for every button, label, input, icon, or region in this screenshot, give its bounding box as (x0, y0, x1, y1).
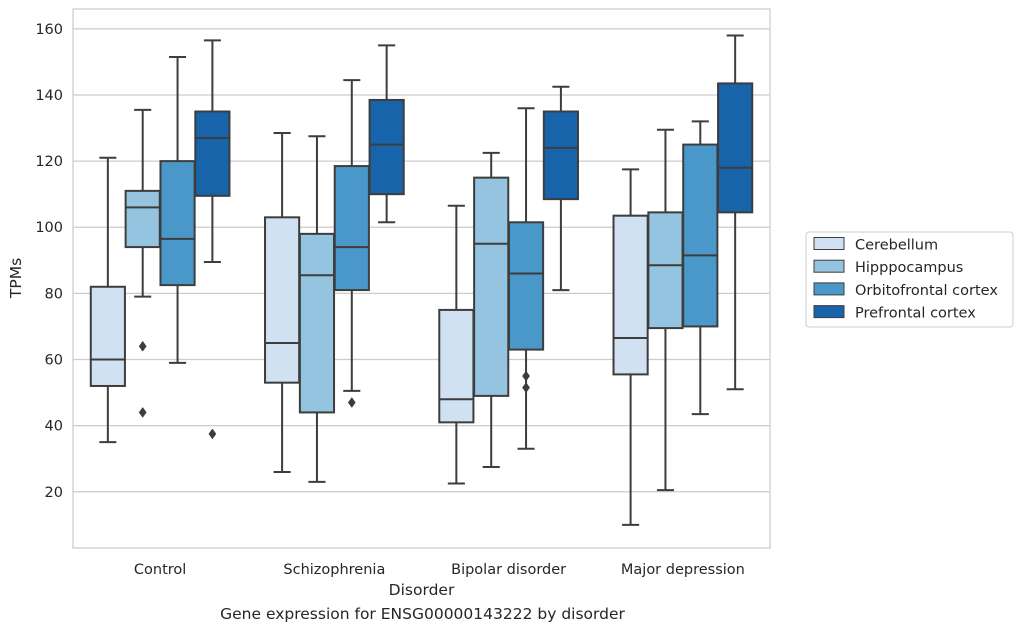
box-iqr (612, 214, 649, 376)
legend-swatch (813, 282, 845, 296)
x-tick-label: Bipolar disorder (451, 562, 566, 578)
y-tick-label: 120 (35, 154, 63, 170)
x-axis-label: Disorder (389, 581, 455, 599)
outlier-point (208, 428, 217, 440)
box-prefrontal-cortex-1 (368, 44, 405, 224)
legend-label: Hipppocampus (855, 260, 963, 276)
legend: Cerebellum Hipppocampus Orbitofrontal cort… (805, 231, 1014, 328)
box-cerebellum-0 (89, 156, 126, 444)
boxes (89, 34, 754, 526)
y-tick-label: 160 (35, 22, 63, 38)
y-axis-ticks: 20 40 60 80 100 120 140 160 (35, 22, 63, 501)
chart-caption: Gene expression for ENSG00000143222 by d… (220, 605, 625, 623)
box-hipppocampus-3 (647, 128, 684, 492)
x-tick-label: Major depression (621, 562, 745, 578)
x-axis-ticks: Control Schizophrenia Bipolar disorder Majo… (134, 562, 745, 578)
legend-swatch (813, 259, 845, 273)
outlier-point (138, 340, 147, 352)
outlier-point (522, 370, 530, 382)
y-tick-label: 140 (35, 88, 63, 104)
outlier-point (522, 382, 530, 394)
box-cerebellum-2 (438, 204, 475, 485)
box-iqr (368, 98, 405, 196)
x-tick-label: Schizophrenia (283, 562, 385, 578)
box-cerebellum-1 (264, 132, 301, 473)
box-iqr (333, 165, 370, 292)
plot-frame (72, 8, 771, 549)
legend-label: Prefrontal cortex (855, 306, 976, 322)
box-iqr (542, 110, 579, 201)
box-iqr (124, 189, 161, 249)
box-prefrontal-cortex-0 (194, 39, 231, 440)
legend-label: Orbitofrontal cortex (855, 283, 998, 299)
x-tick-label: Control (134, 562, 186, 578)
box-orbitofrontal-cortex-1 (333, 79, 370, 408)
box-iqr (682, 143, 719, 328)
legend-swatch (813, 237, 845, 250)
box-iqr (89, 285, 126, 387)
box-iqr (438, 308, 475, 424)
box-hipppocampus-0 (124, 108, 161, 418)
legend-label: Cerebellum (855, 238, 938, 254)
legend-swatch (813, 305, 845, 319)
box-prefrontal-cortex-3 (717, 34, 754, 391)
box-cerebellum-3 (612, 168, 649, 526)
y-tick-label: 40 (45, 419, 63, 435)
box-hipppocampus-2 (473, 151, 510, 468)
y-tick-label: 60 (45, 353, 63, 369)
box-iqr (159, 160, 196, 287)
box-iqr (264, 216, 301, 384)
outlier-point (347, 397, 356, 408)
box-iqr (507, 221, 545, 351)
box-iqr (717, 82, 754, 214)
y-axis-label: TPMs (7, 258, 25, 299)
box-orbitofrontal-cortex-2 (507, 107, 545, 450)
box-orbitofrontal-cortex-3 (682, 120, 719, 416)
outlier-point (138, 406, 147, 418)
box-prefrontal-cortex-2 (542, 85, 579, 292)
y-tick-label: 100 (35, 220, 63, 236)
y-tick-label: 20 (45, 485, 63, 501)
y-tick-label: 80 (45, 286, 63, 302)
box-iqr (473, 176, 510, 397)
legend-frame (805, 231, 1014, 328)
box-iqr (194, 110, 231, 197)
box-iqr (298, 232, 336, 414)
box-orbitofrontal-cortex-0 (159, 55, 196, 364)
box-hipppocampus-1 (298, 135, 336, 483)
box-iqr (647, 211, 684, 330)
